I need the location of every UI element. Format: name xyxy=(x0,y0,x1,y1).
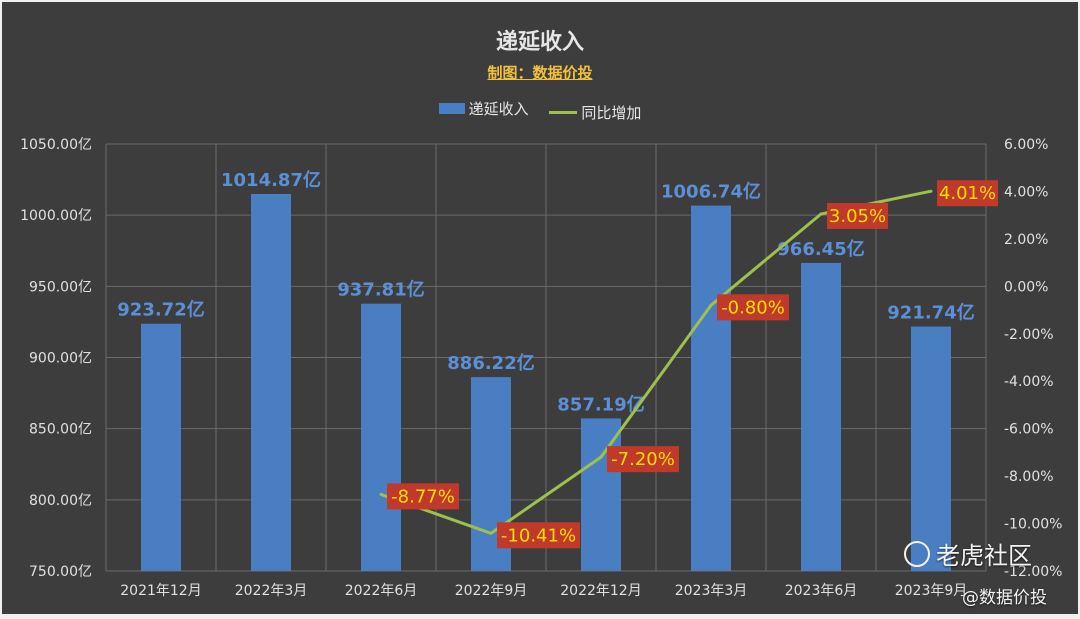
y-left-tick-label: 800.00亿 xyxy=(29,493,92,509)
line-label-box xyxy=(937,180,998,207)
y-right-tick-label: -6.00% xyxy=(1004,422,1054,438)
x-tick-label: 2022年6月 xyxy=(345,583,418,599)
line-data-label: 3.05% xyxy=(829,206,886,227)
line-data-label: 4.01% xyxy=(939,183,996,204)
y-right-tick-label: -8.00% xyxy=(1004,469,1054,485)
x-tick-label: 2021年12月 xyxy=(120,583,201,599)
x-tick-label: 2022年12月 xyxy=(560,583,641,599)
y-right-tick-label: 6.00% xyxy=(1004,137,1048,153)
y-right-tick-label: -12.00% xyxy=(1004,564,1062,580)
chart-title: 递延收入 xyxy=(495,30,584,55)
y-right-tick-label: -4.00% xyxy=(1004,374,1054,390)
bar xyxy=(581,418,621,571)
x-tick-label: 2022年3月 xyxy=(235,583,308,599)
y-left-tick-label: 1050.00亿 xyxy=(20,137,92,153)
x-tick-label: 2023年6月 xyxy=(785,583,858,599)
line-label-box xyxy=(497,522,580,549)
bar xyxy=(691,205,731,571)
bar xyxy=(801,262,841,571)
y-right-tick-label: -10.00% xyxy=(1004,517,1062,533)
y-right-tick-label: 2.00% xyxy=(1004,232,1048,248)
line-point xyxy=(599,455,603,459)
tiger-logo-icon xyxy=(904,540,930,567)
y-left-tick-label: 900.00亿 xyxy=(29,351,92,367)
line-data-label: -7.20% xyxy=(611,449,675,470)
bar-data-label: 921.74亿 xyxy=(887,302,974,324)
bar xyxy=(141,323,181,571)
line-data-label: -0.80% xyxy=(721,297,785,318)
legend-bar-swatch xyxy=(438,103,465,114)
line-point xyxy=(819,212,823,216)
line-point xyxy=(489,531,493,535)
x-tick-label: 2022年9月 xyxy=(455,583,528,599)
bar-data-label: 966.45亿 xyxy=(777,238,864,260)
legend-item-bar[interactable]: 递延收入 xyxy=(438,98,529,119)
bar-data-label: 857.19亿 xyxy=(557,393,644,415)
watermark-text: 老虎社区 xyxy=(936,542,1032,570)
y-left-tick-label: 850.00亿 xyxy=(29,422,92,438)
bar xyxy=(911,326,951,571)
y-left-tick-label: 750.00亿 xyxy=(29,564,92,580)
y-right-tick-label: 0.00% xyxy=(1004,279,1048,295)
watermark: 老虎社区 xyxy=(904,536,1032,571)
y-right-tick-label: 4.00% xyxy=(1004,184,1048,200)
line-point xyxy=(379,492,383,496)
bar-data-label: 1014.87亿 xyxy=(221,169,321,191)
x-tick-label: 2023年3月 xyxy=(675,583,748,599)
bar xyxy=(251,194,291,571)
y-left-tick-label: 1000.00亿 xyxy=(20,208,92,224)
line-data-label: -8.77% xyxy=(391,486,455,507)
line-label-box xyxy=(717,294,789,321)
line-label-box xyxy=(387,483,459,510)
line-label-box xyxy=(827,202,888,229)
legend-line-swatch xyxy=(549,111,578,114)
legend-item-line[interactable]: 同比增加 xyxy=(549,102,641,123)
y-left-tick-label: 950.00亿 xyxy=(29,279,92,295)
bar-data-label: 937.81亿 xyxy=(337,279,424,301)
line-point xyxy=(709,303,713,307)
bar-data-label: 1006.74亿 xyxy=(661,181,761,203)
line-data-label: -10.41% xyxy=(501,525,576,546)
chart-subtitle: 制图：数据价投 xyxy=(487,64,593,82)
y-right-tick-label: -2.00% xyxy=(1004,327,1054,343)
line-label-box xyxy=(607,446,679,473)
bar-data-label: 886.22亿 xyxy=(447,352,534,374)
bar xyxy=(361,303,401,571)
legend-line-label: 同比增加 xyxy=(581,104,642,122)
x-tick-label: 2023年9月 xyxy=(895,583,968,599)
legend-bar-label: 递延收入 xyxy=(468,100,529,118)
line-point xyxy=(929,189,933,193)
watermark-credit: @数据价投 xyxy=(962,588,1047,608)
bar-data-label: 923.72亿 xyxy=(117,299,204,321)
chart-legend: 递延收入 同比增加 xyxy=(2,98,1078,123)
